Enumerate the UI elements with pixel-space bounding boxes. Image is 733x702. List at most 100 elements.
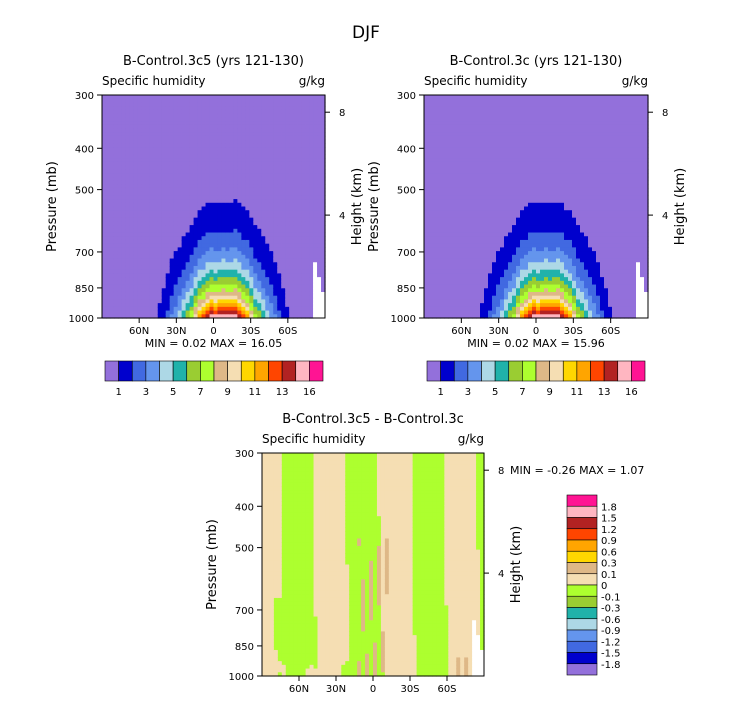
panel1-field-cell	[317, 143, 322, 148]
panel1-field-cell	[201, 199, 207, 204]
panel2-field-cell	[432, 251, 437, 256]
panel2-field-cell	[444, 213, 449, 219]
panel2-field-cell	[472, 206, 477, 211]
panel2-field-cell	[520, 247, 525, 252]
panel1-field-cell	[305, 184, 310, 189]
panel1-field-cell	[233, 128, 238, 133]
panel1-field-cell	[233, 295, 238, 301]
panel1-field-cell	[273, 143, 278, 148]
panel2-field-cell	[448, 199, 453, 204]
panel2-field-cell	[464, 180, 469, 185]
panel1-field-cell	[153, 236, 159, 241]
panel1-field-cell	[209, 273, 215, 278]
panel2-field-cell	[464, 147, 469, 152]
panel1-field-cell	[257, 243, 262, 248]
panel1-field-cell	[277, 262, 282, 267]
panel2-field-cell	[480, 228, 485, 234]
panel2-field-cell	[524, 221, 529, 226]
panel1-field-cell	[289, 158, 294, 163]
panel1-field-cell	[269, 124, 274, 130]
panel1-field-cell	[145, 158, 151, 163]
panel2-field-cell	[520, 173, 525, 178]
panel1-field-cell	[157, 147, 163, 152]
panel1-field-cell	[217, 269, 223, 274]
panel1-field-cell	[125, 117, 131, 122]
panel2-field-cell	[464, 295, 469, 301]
panel1-field-cell	[193, 147, 199, 152]
panel2-field-cell	[524, 310, 529, 315]
panel1-field-cell	[185, 213, 191, 219]
panel1-field-cell	[257, 269, 262, 274]
panel2-field-cell	[436, 243, 441, 248]
panel1-field-cell	[261, 284, 266, 289]
panel2-field-cell	[524, 158, 529, 163]
panel1-field-cell	[117, 239, 123, 245]
panel1-field-cell	[285, 121, 290, 126]
panel1-field-cell	[277, 95, 282, 100]
panel2-field-cell	[444, 169, 449, 174]
panel1-field-cell	[149, 102, 155, 107]
panel2-field-cell	[436, 150, 441, 156]
panel1-field-cell	[129, 299, 135, 304]
panel2-field-cell	[496, 158, 501, 163]
panel1-field-cell	[117, 124, 123, 130]
panel1-field-cell	[125, 165, 131, 170]
panel2-field-cell	[508, 258, 513, 263]
panel1-field-cell	[133, 124, 139, 130]
panel1-field-cell	[305, 228, 310, 234]
panel1-field-cell	[185, 295, 191, 301]
panel1-field-cell	[189, 117, 195, 122]
panel2-field-cell	[512, 128, 517, 133]
panel1-field-cell	[105, 161, 111, 167]
panel1-field-cell	[249, 139, 254, 144]
panel1-field-cell	[249, 158, 254, 163]
panel1-field-cell	[102, 221, 107, 226]
panel1-field-cell	[297, 195, 302, 200]
panel1-field-cell	[249, 165, 254, 170]
panel1-field-cell	[225, 169, 231, 174]
panel2-field-cell	[496, 262, 501, 267]
panel1-field-cell	[197, 236, 203, 241]
panel1-field-cell	[305, 150, 310, 156]
panel2-field-cell	[492, 225, 497, 230]
panel1-field-cell	[305, 288, 310, 293]
panel1-field-cell	[121, 299, 127, 304]
panel1-field-cell	[297, 280, 302, 286]
panel1-field-cell	[189, 280, 195, 286]
panel2-field-cell	[440, 310, 445, 315]
panel2-field-cell	[460, 228, 465, 234]
panel1-field-cell	[241, 310, 246, 315]
panel2-field-cell	[444, 184, 449, 189]
panel1-field-cell	[133, 121, 139, 126]
panel1-field-cell	[265, 239, 270, 245]
panel1-field-cell	[161, 184, 167, 189]
panel2-field-cell	[452, 195, 457, 200]
panel2-field-cell	[492, 95, 497, 100]
panel1-field-cell	[289, 128, 294, 133]
panel1-field-cell	[165, 132, 171, 137]
panel1-field-cell	[185, 121, 191, 126]
panel1-field-cell	[125, 303, 131, 308]
panel1-field-cell	[197, 303, 203, 308]
panel2-field-cell	[456, 98, 461, 104]
panel1-field-cell	[301, 288, 306, 293]
panel2-field-cell	[472, 124, 477, 130]
panel1-field-cell	[317, 239, 322, 245]
panel2-field-cell	[444, 295, 449, 301]
panel1-field-cell	[185, 210, 191, 215]
panel1-field-cell	[285, 228, 290, 234]
panel1-field-cell	[145, 191, 151, 196]
panel1-field-cell	[145, 95, 151, 100]
panel1-field-cell	[233, 265, 238, 271]
panel1-field-cell	[237, 206, 242, 211]
panel1-field-cell	[237, 113, 242, 118]
panel2-field-cell	[492, 121, 497, 126]
panel1-field-cell	[313, 98, 318, 104]
panel1-field-cell	[149, 254, 155, 260]
panel1-field-cell	[285, 150, 290, 156]
panel1-field-cell	[213, 280, 219, 286]
panel2-field-cell	[484, 310, 489, 315]
panel2-field-cell	[488, 225, 493, 230]
panel1-field-cell	[309, 236, 314, 241]
panel2-field-cell	[452, 306, 457, 312]
